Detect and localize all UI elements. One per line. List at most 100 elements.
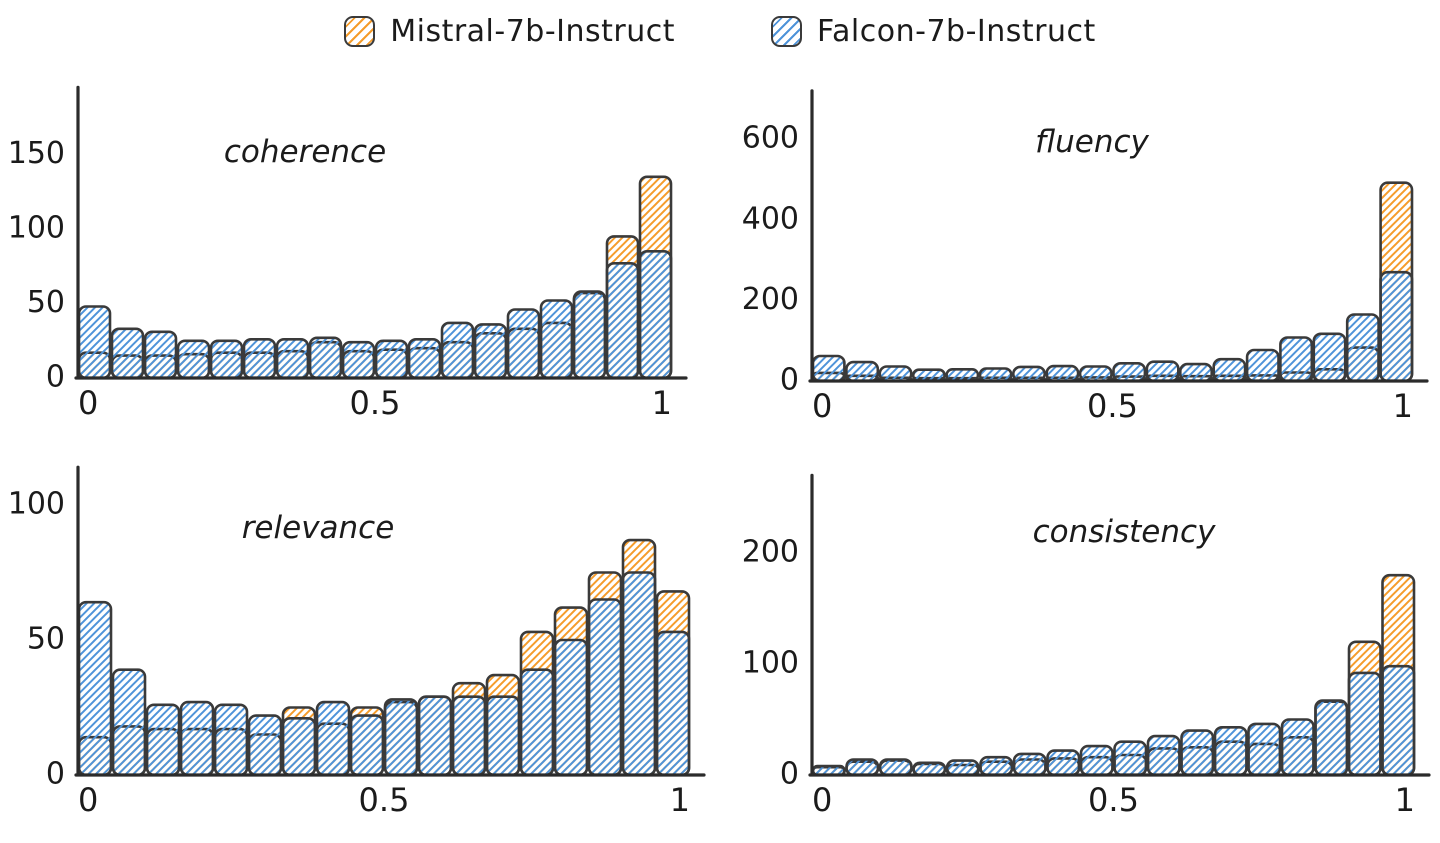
hist-bar	[1146, 734, 1181, 777]
hist-bar	[341, 340, 376, 380]
x-tick-label: 0.5	[1088, 781, 1139, 819]
consistency-chart: 0 100 200 0 0.5 1 consistency	[720, 450, 1440, 839]
hist-bar	[242, 337, 277, 380]
hist-bar	[77, 600, 113, 777]
hist-bar	[179, 700, 215, 777]
hist-bar	[451, 695, 487, 777]
hist-bar	[553, 638, 589, 777]
coherence-plot: 0 50 100 150 0 0.5 1 coherence	[8, 85, 688, 422]
subplot-title: coherence	[224, 134, 386, 170]
x-tick-label: 0.5	[350, 384, 401, 422]
hist-bar	[572, 290, 607, 380]
fluency-plot: 0 200 400 600 0 0.5 1 fluency	[742, 89, 1429, 425]
hist-bar	[1180, 729, 1215, 777]
hist-bar	[1112, 361, 1147, 383]
axes	[808, 89, 1429, 383]
y-tick-label: 0	[46, 757, 65, 792]
hist-bar	[247, 714, 283, 777]
legend: Mistral-7b-Instruct Falcon-7b-Instruct	[0, 14, 1440, 49]
subplot-title: relevance	[242, 510, 395, 546]
hist-bar	[473, 323, 508, 380]
hist-bar	[1312, 332, 1347, 383]
hist-bar	[308, 336, 343, 380]
x-tick-label: 0	[812, 781, 832, 819]
x-tick-label: 1	[652, 384, 672, 422]
hist-bar	[383, 698, 419, 777]
axes	[74, 85, 688, 380]
legend-item-falcon: Falcon-7b-Instruct	[771, 14, 1096, 49]
hist-bar	[417, 695, 453, 777]
hist-bar	[110, 327, 145, 380]
hist-bar	[1345, 313, 1380, 383]
y-tick-label: 200	[742, 535, 799, 570]
hist-bar	[621, 571, 657, 777]
x-tick-label: 0	[812, 387, 832, 425]
hist-bar	[845, 360, 880, 383]
hist-bar	[213, 703, 249, 777]
hist-bar	[485, 695, 521, 777]
hist-bar	[878, 758, 913, 777]
hist-bar	[1145, 360, 1180, 383]
hist-bar	[1280, 718, 1315, 777]
hist-bar	[209, 339, 244, 380]
hist-bar	[145, 703, 181, 777]
y-tick-label: 200	[742, 282, 799, 317]
relevance-chart: 0 50 100 0 0.5 1 relevance	[0, 450, 720, 839]
y-tick-label: 50	[27, 285, 65, 320]
falcon-hatch-swatch-icon	[771, 16, 803, 47]
hist-bar	[176, 339, 211, 380]
hist-bar	[1046, 749, 1081, 777]
x-tick-label: 0	[78, 384, 98, 422]
hist-bar	[315, 700, 351, 777]
legend-label-mistral: Mistral-7b-Instruct	[390, 14, 676, 49]
hist-bar	[1113, 740, 1148, 777]
hist-bar	[1381, 664, 1416, 777]
hist-bar	[1212, 357, 1247, 383]
y-tick-label: 100	[8, 211, 65, 246]
subplot-title: fluency	[1035, 124, 1149, 160]
hist-bar	[912, 761, 947, 777]
hist-bar	[407, 337, 442, 380]
y-tick-label: 150	[8, 136, 65, 171]
y-tick-label: 0	[780, 363, 799, 398]
x-tick-label: 0.5	[359, 781, 410, 819]
hist-bar	[111, 668, 147, 777]
legend-item-mistral: Mistral-7b-Instruct	[344, 14, 675, 49]
hist-bar	[811, 354, 846, 383]
hist-bar	[655, 630, 691, 777]
x-tick-label: 0	[78, 781, 98, 819]
axes	[808, 473, 1431, 777]
x-tick-label: 0.5	[1087, 387, 1138, 425]
hist-bar	[1012, 752, 1047, 777]
consistency-plot: 0 100 200 0 0.5 1 consistency	[742, 473, 1431, 819]
axes	[74, 465, 706, 777]
y-tick-label: 0	[780, 757, 799, 792]
hist-bar	[1245, 348, 1280, 383]
hist-bar	[638, 250, 673, 380]
hist-bar	[506, 308, 541, 380]
hist-bar	[605, 262, 640, 380]
hist-bar	[587, 598, 623, 777]
x-tick-label: 1	[1395, 781, 1415, 819]
hist-bar	[845, 758, 880, 777]
hist-bar	[1279, 336, 1314, 383]
fluency-chart: 0 200 400 600 0 0.5 1 fluency	[720, 80, 1440, 450]
hist-bar	[281, 716, 317, 777]
hist-bar	[945, 759, 980, 777]
subplot-title: consistency	[1033, 514, 1216, 550]
hist-bar	[1247, 722, 1282, 777]
hist-bar	[911, 368, 946, 383]
y-tick-label: 600	[742, 121, 799, 156]
y-tick-label: 400	[742, 201, 799, 236]
x-tick-label: 1	[670, 781, 690, 819]
hist-bar	[1213, 725, 1248, 777]
hist-bar	[1079, 744, 1114, 777]
hist-bar	[519, 668, 555, 777]
hist-bar	[945, 367, 980, 383]
hist-bar	[539, 299, 574, 380]
hist-bar	[349, 714, 385, 777]
x-tick-label: 1	[1393, 387, 1413, 425]
hist-bar	[275, 337, 310, 380]
hist-bar	[374, 339, 409, 380]
